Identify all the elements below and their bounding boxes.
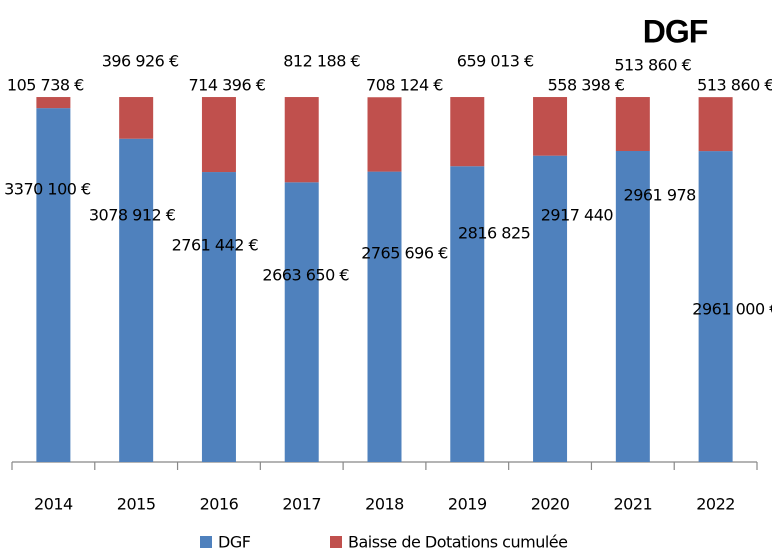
bar-segment [119, 138, 154, 462]
bar-segment [615, 150, 650, 462]
data-label: 513 860 € [614, 56, 691, 75]
bar-segment [36, 97, 71, 109]
bar-segment [284, 97, 319, 183]
data-label: 2663 650 € [262, 266, 349, 285]
bar-segment [367, 171, 402, 462]
bar-segment [533, 155, 568, 462]
data-label: 812 188 € [283, 52, 360, 71]
bar-segment [698, 151, 733, 462]
bar-segment [367, 97, 402, 172]
data-label: 2961 000 € [692, 300, 772, 319]
legend-swatch [330, 536, 342, 548]
data-label: 708 124 € [366, 76, 443, 95]
bar-segment [36, 108, 71, 463]
bar-segment [615, 97, 650, 151]
bar-segment [450, 166, 485, 462]
legend-swatch [200, 536, 212, 548]
x-tick-label: 2018 [365, 495, 404, 514]
chart-title: DGF [643, 13, 708, 49]
data-label: 3370 100 € [4, 180, 91, 199]
bar-segment [201, 172, 236, 462]
data-label: 2961 978 € [624, 186, 711, 205]
data-label: 714 396 € [188, 76, 265, 95]
data-label: 659 013 € [457, 52, 534, 71]
data-label: 513 860 € [697, 76, 772, 95]
bar-segment [698, 97, 733, 152]
x-tick-label: 2016 [200, 495, 239, 514]
x-tick-label: 2021 [613, 495, 652, 514]
x-tick-label: 2020 [531, 495, 570, 514]
data-label: 105 738 € [7, 76, 84, 95]
bar-segment [533, 97, 568, 156]
x-tick-label: 2017 [282, 495, 321, 514]
data-label: 3078 912 € [89, 206, 176, 225]
data-label: 2816 825 € [458, 224, 545, 243]
data-label: 2765 696 € [361, 244, 448, 263]
bar-segment [201, 97, 236, 173]
x-tick-label: 2022 [696, 495, 735, 514]
x-tick-label: 2015 [117, 495, 156, 514]
data-label: 558 398 € [548, 76, 625, 95]
legend-label: DGF [218, 533, 251, 552]
bar-segment [450, 97, 485, 167]
x-tick-label: 2014 [34, 495, 73, 514]
bar-segment [284, 182, 319, 462]
data-label: 396 926 € [102, 52, 179, 71]
data-label: 2761 442 € [172, 236, 259, 255]
data-label: 2917 440 € [541, 206, 628, 225]
x-tick-label: 2019 [448, 495, 487, 514]
legend-label: Baisse de Dotations cumulée [348, 533, 567, 552]
bar-segment [119, 97, 154, 139]
